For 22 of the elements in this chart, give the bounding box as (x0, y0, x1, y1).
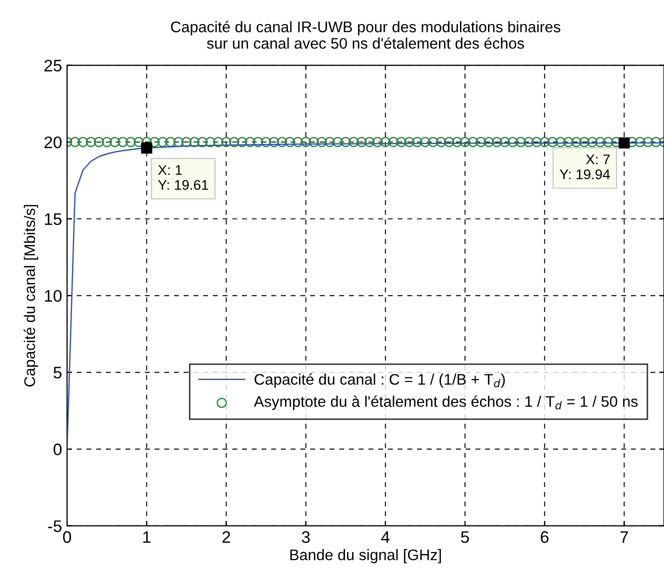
x-axis-title: Bande du signal [GHz] (290, 549, 441, 564)
legend-label: Capacité du canal : C = 1 / (1/B + T$_{d}$) (254, 373, 505, 388)
y-tick-label: 5 (54, 366, 62, 379)
x-tick-label: 2 (222, 531, 230, 543)
chart-title: Capacité du canal IR-UWB pour des modulations binaires sur un canal avec 50 ns d'étalement des échos (171, 20, 560, 49)
y-tick-label: 0 (54, 444, 62, 456)
legend-label: Asymptote du à l'étalement des échos : 1 / T$_{d}$ = 1 / 50 ns (254, 396, 638, 410)
y-tick-label: 25 (44, 60, 62, 72)
y-tick-label: -5 (48, 520, 62, 532)
y-tick-label: 10 (44, 290, 62, 302)
y-axis-title: Capacité du canal [Mbits/s] (24, 204, 38, 387)
x-tick-label: 6 (540, 531, 549, 543)
y-tick-label: 15 (44, 213, 62, 226)
x-tick-label: 7 (620, 531, 628, 543)
x-tick-label: 1 (143, 531, 150, 543)
x-tick-label: 3 (302, 531, 310, 543)
annotation: X: 1 Y: 19.61 (158, 165, 208, 190)
x-tick-label: 4 (381, 531, 390, 543)
x-tick-label: 0 (63, 531, 72, 543)
annotation: X: 7 Y: 19.94 (560, 154, 610, 180)
y-tick-label: 20 (44, 136, 62, 148)
x-tick-label: 5 (461, 531, 469, 543)
